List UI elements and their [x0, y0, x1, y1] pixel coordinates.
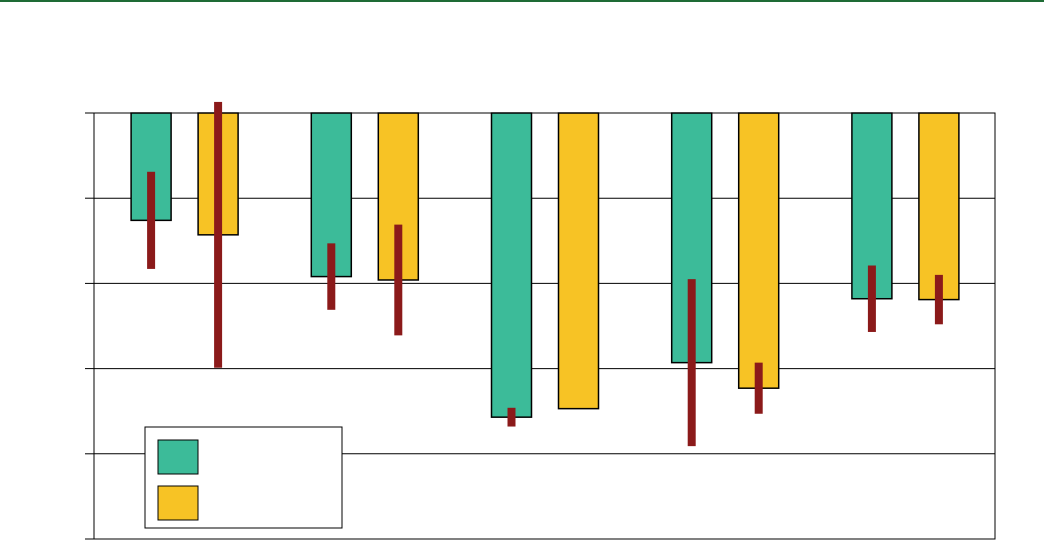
- error-bar: [147, 171, 156, 269]
- error-bar: [394, 224, 403, 336]
- error-bar: [934, 274, 943, 325]
- bar: [557, 112, 600, 410]
- error-bar: [687, 279, 696, 447]
- error-bar: [214, 101, 223, 368]
- bar: [918, 112, 960, 301]
- bar: [490, 112, 533, 418]
- error-bar: [327, 243, 336, 310]
- error-bar: [867, 265, 876, 332]
- legend-swatch: [157, 485, 199, 521]
- error-bar: [754, 362, 763, 414]
- legend-swatch: [157, 439, 199, 475]
- error-bar: [507, 407, 516, 427]
- bar: [737, 112, 780, 389]
